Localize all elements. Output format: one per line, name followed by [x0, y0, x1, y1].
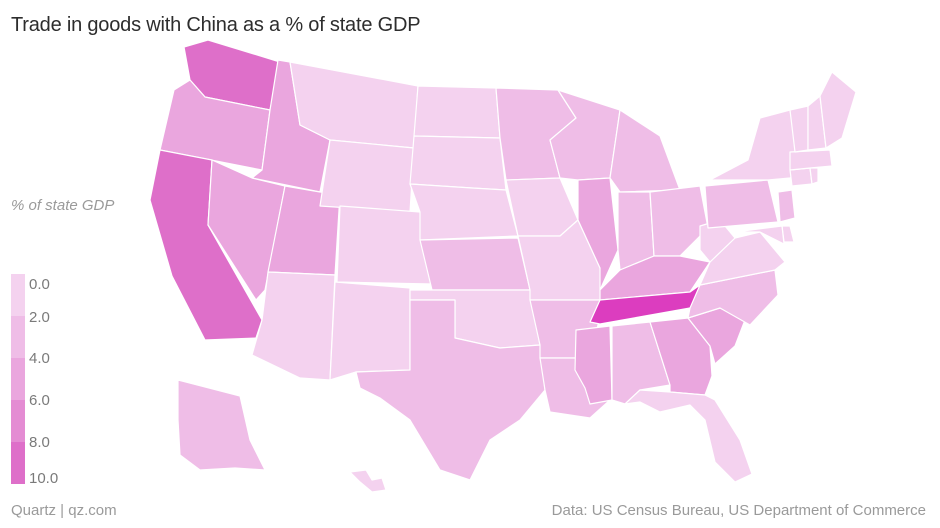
legend-swatch: [11, 316, 25, 358]
state-pa: [704, 179, 779, 229]
legend-tick-label: 2.0: [29, 309, 50, 326]
state-md: [734, 225, 785, 245]
source-credit: Quartz | qz.com: [11, 502, 117, 519]
legend-swatch: [11, 400, 25, 442]
state-tx: [355, 299, 546, 481]
state-ny: [709, 109, 801, 181]
state-nd: [413, 85, 501, 139]
state-sd: [409, 135, 507, 191]
color-legend: 0.0 2.0 4.0 6.0 8.0 10.0: [11, 274, 131, 486]
state-ct: [789, 167, 813, 187]
legend-tick-label: 8.0: [29, 434, 50, 451]
state-ia: [505, 177, 579, 237]
state-wy: [319, 139, 415, 213]
legend-swatch: [11, 274, 25, 316]
legend-tick-label: 0.0: [29, 276, 50, 293]
legend-tick-label: 10.0: [29, 470, 59, 487]
state-ri: [809, 167, 819, 185]
state-ut: [267, 185, 341, 276]
legend-swatch: [11, 358, 25, 400]
state-fl: [624, 389, 753, 483]
state-nj: [777, 189, 796, 223]
state-ak: [177, 379, 266, 471]
state-ks: [419, 237, 531, 291]
state-nm: [329, 281, 411, 381]
state-ma: [789, 149, 833, 171]
state-shapes: [149, 39, 857, 493]
state-hi: [349, 469, 387, 493]
state-ms: [574, 325, 613, 405]
state-me: [819, 71, 857, 149]
state-az: [251, 271, 336, 381]
legend-tick-label: 6.0: [29, 392, 50, 409]
state-oh: [649, 185, 709, 257]
data-source: Data: US Census Bureau, US Department of…: [551, 502, 926, 519]
legend-swatch: [11, 442, 25, 484]
chart-title: Trade in goods with China as a % of stat…: [11, 14, 421, 36]
state-nv: [207, 159, 286, 301]
legend-title: % of state GDP: [11, 197, 115, 214]
state-mi: [609, 109, 681, 193]
legend-tick-label: 4.0: [29, 350, 50, 367]
state-co: [336, 205, 433, 285]
state-ne: [409, 183, 519, 241]
